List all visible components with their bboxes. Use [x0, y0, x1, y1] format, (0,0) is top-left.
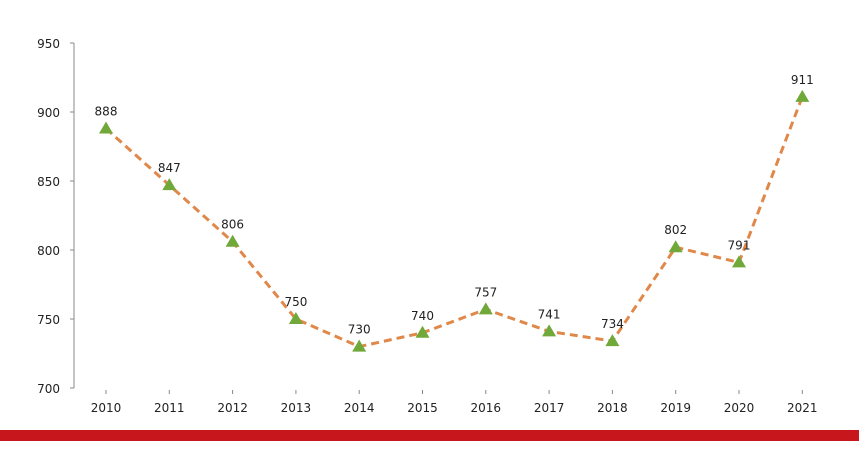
x-tick-label: 2012 — [217, 401, 248, 415]
data-point-marker — [415, 325, 430, 338]
data-label: 806 — [221, 218, 244, 232]
x-tick-label: 2020 — [724, 401, 755, 415]
data-point-marker — [99, 121, 113, 134]
data-point-marker — [288, 312, 303, 324]
data-point-marker — [225, 234, 240, 247]
data-label: 740 — [411, 309, 434, 323]
x-tick-label: 2011 — [154, 401, 185, 415]
data-label: 802 — [664, 223, 687, 237]
data-point-marker — [732, 255, 746, 268]
series-line — [105, 96, 804, 349]
data-label: 888 — [95, 105, 118, 119]
x-tick-label: 2021 — [787, 401, 818, 415]
y-tick-label: 750 — [37, 313, 60, 327]
data-label: 757 — [474, 285, 497, 299]
x-tick-label: 2019 — [660, 401, 691, 415]
x-tick-label: 2015 — [407, 401, 438, 415]
y-tick-label: 800 — [37, 244, 60, 258]
y-tick-label: 900 — [37, 106, 60, 120]
y-tick-label: 950 — [37, 37, 60, 51]
data-label: 847 — [158, 161, 181, 175]
y-tick-label: 700 — [37, 382, 60, 396]
x-tick-label: 2016 — [471, 401, 502, 415]
data-label: 730 — [348, 323, 371, 337]
data-point-marker — [668, 240, 683, 253]
footer-bar — [0, 430, 859, 441]
x-tick-label: 2010 — [91, 401, 122, 415]
x-tick-label: 2017 — [534, 401, 565, 415]
x-tick-label: 2018 — [597, 401, 628, 415]
data-point-marker — [162, 178, 177, 191]
data-point-marker — [478, 302, 493, 315]
data-label: 791 — [728, 238, 751, 252]
x-tick-label: 2014 — [344, 401, 375, 415]
data-point-marker — [795, 89, 810, 102]
data-label: 741 — [538, 307, 561, 321]
data-label: 750 — [284, 295, 307, 309]
y-tick-label: 850 — [37, 175, 60, 189]
data-label: 911 — [791, 73, 814, 87]
data-point-marker — [605, 334, 620, 347]
data-label: 734 — [601, 317, 624, 331]
data-point-marker — [542, 324, 557, 337]
x-tick-label: 2013 — [281, 401, 312, 415]
data-point-marker — [352, 339, 367, 352]
